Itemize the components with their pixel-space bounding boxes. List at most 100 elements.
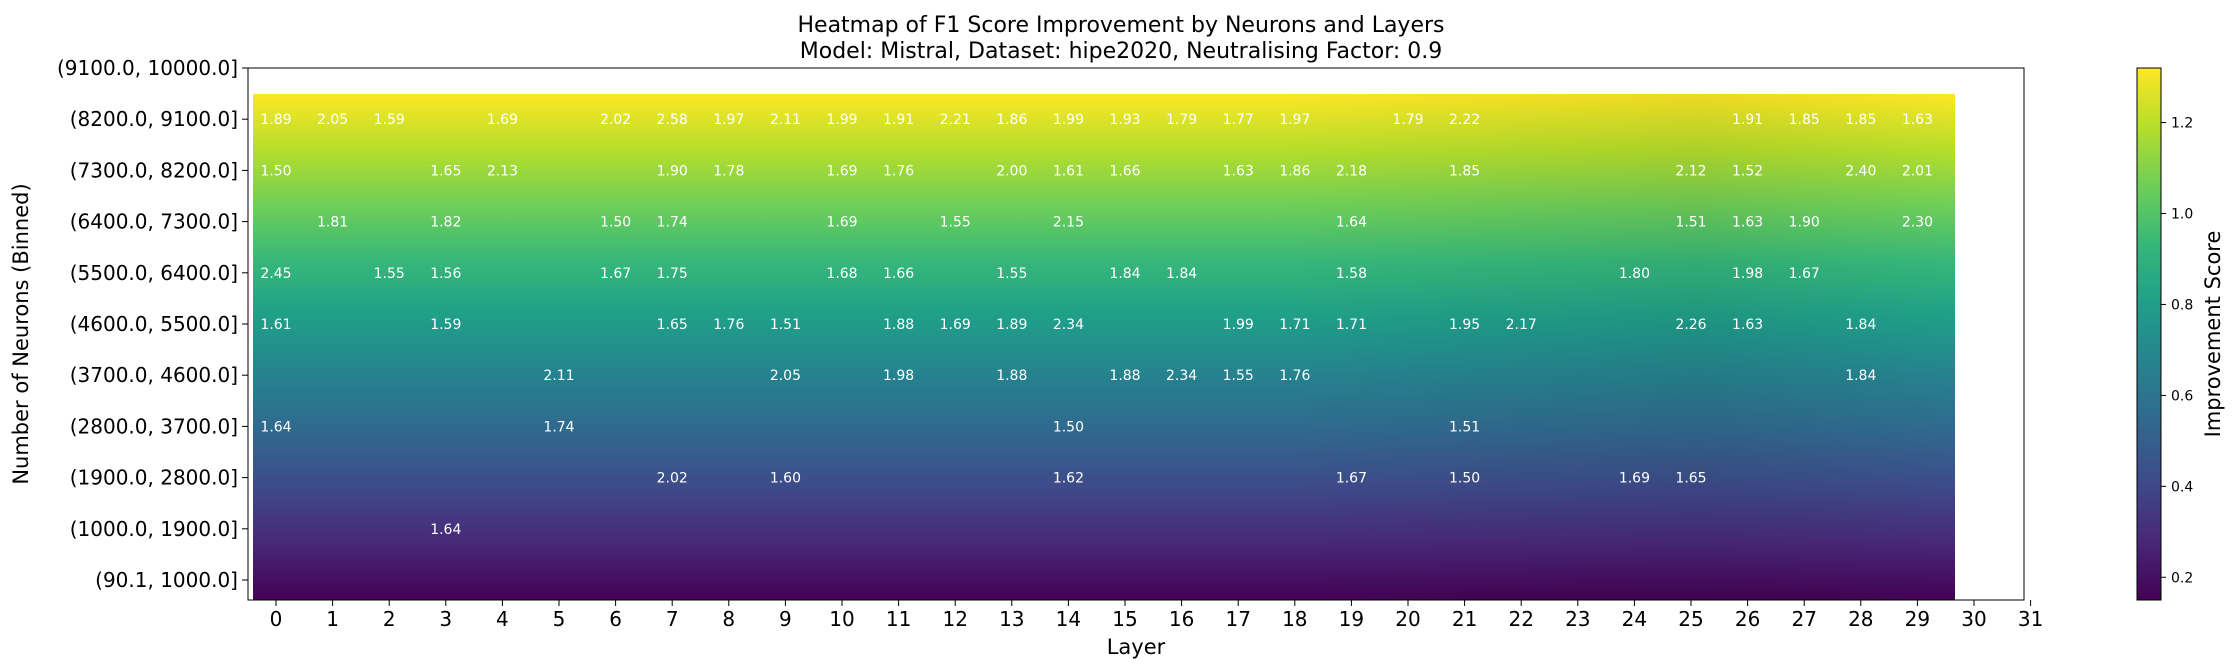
- cell-value-label: 1.60: [770, 471, 801, 487]
- cell-value-label: 1.63: [1223, 163, 1254, 179]
- x-tick-label: 0: [270, 607, 283, 631]
- cell-value-label: 1.64: [430, 522, 461, 538]
- cell-value-label: 1.90: [657, 163, 688, 179]
- cell-value-label: 1.89: [260, 112, 291, 128]
- cell-value-label: 1.69: [826, 215, 857, 231]
- cell-value-label: 1.79: [1392, 112, 1423, 128]
- cell-value-label: 1.79: [1166, 112, 1197, 128]
- y-tick-label: (3700.0, 4600.0]: [70, 363, 238, 387]
- cell-value-label: 1.88: [996, 368, 1027, 384]
- x-tick-label: 18: [1282, 607, 1307, 631]
- cell-value-label: 2.26: [1675, 317, 1706, 333]
- cell-value-label: 1.66: [1109, 163, 1140, 179]
- x-tick-label: 17: [1225, 607, 1250, 631]
- cell-value-label: 1.86: [996, 112, 1027, 128]
- x-tick-label: 30: [1961, 607, 1986, 631]
- colorbar-tick-label: 1.2: [2171, 116, 2193, 132]
- cell-value-label: 2.05: [770, 368, 801, 384]
- cell-value-label: 1.56: [430, 266, 461, 282]
- cell-value-label: 1.76: [1279, 368, 1310, 384]
- colorbar-tick-label: 0.4: [2171, 479, 2193, 495]
- x-tick-label: 28: [1848, 607, 1873, 631]
- cell-value-label: 1.61: [260, 317, 291, 333]
- x-tick-label: 19: [1339, 607, 1364, 631]
- cell-value-label: 1.52: [1732, 163, 1763, 179]
- x-tick-label: 27: [1791, 607, 1816, 631]
- cell-value-label: 1.82: [430, 215, 461, 231]
- cell-value-label: 1.85: [1789, 112, 1820, 128]
- x-tick-label: 10: [829, 607, 854, 631]
- cell-value-label: 1.51: [1675, 215, 1706, 231]
- x-tick-label: 25: [1678, 607, 1703, 631]
- cell-value-label: 1.50: [1449, 471, 1480, 487]
- plot-frame: [247, 67, 2025, 601]
- cell-value-label: 2.12: [1675, 163, 1706, 179]
- x-tick-label: 1: [326, 607, 339, 631]
- x-tick-label: 26: [1735, 607, 1760, 631]
- cell-value-label: 2.21: [940, 112, 971, 128]
- cell-value-label: 2.00: [996, 163, 1027, 179]
- cell-value-label: 1.53: [1958, 163, 1989, 179]
- cell-value-label: 1.90: [1789, 215, 1820, 231]
- x-tick-label: 4: [496, 607, 509, 631]
- x-tick-label: 3: [439, 607, 452, 631]
- x-tick-label: 13: [999, 607, 1024, 631]
- y-tick-label: (6400.0, 7300.0]: [70, 210, 238, 234]
- cell-value-label: 2.01: [1902, 163, 1933, 179]
- cell-value-label: 2.40: [1845, 163, 1876, 179]
- cell-value-label: 1.85: [1449, 163, 1480, 179]
- cell-value-label: 1.69: [826, 163, 857, 179]
- cell-value-label: 2.15: [1053, 215, 1084, 231]
- cell-value-label: 1.97: [713, 112, 744, 128]
- cell-value-label: 2.11: [770, 112, 801, 128]
- cell-value-label: 1.68: [826, 266, 857, 282]
- cell-value-label: 1.88: [883, 317, 914, 333]
- cell-value-label: 1.69: [487, 112, 518, 128]
- heatmap-shade: [253, 94, 1955, 600]
- cell-value-label: 1.88: [1109, 368, 1140, 384]
- colorbar-tick-label: 1.0: [2171, 207, 2193, 223]
- x-tick-label: 6: [609, 607, 622, 631]
- cell-value-label: 1.65: [430, 163, 461, 179]
- cell-value-label: 1.80: [1619, 266, 1650, 282]
- cell-value-label: 1.61: [1053, 163, 1084, 179]
- colorbar-tick-label: 0.8: [2171, 297, 2193, 313]
- x-tick-label: 29: [1905, 607, 1930, 631]
- cell-value-label: 1.67: [600, 266, 631, 282]
- cell-value-label: 1.93: [1109, 112, 1140, 128]
- cell-value-label: 1.51: [1449, 419, 1480, 435]
- cell-value-label: 1.59: [374, 112, 405, 128]
- cell-value-label: 1.50: [260, 163, 291, 179]
- cell-value-label: 1.98: [1732, 266, 1763, 282]
- x-tick-label: 31: [2018, 607, 2043, 631]
- cell-value-label: 1.81: [317, 215, 348, 231]
- y-tick-label: (1900.0, 2800.0]: [70, 466, 238, 490]
- y-tick-label: (7300.0, 8200.0]: [70, 158, 238, 182]
- x-tick-label: 7: [666, 607, 679, 631]
- colorbar: 0.2 0.4 0.6 0.8 1.0 1.2 Improvement Score: [2136, 67, 2225, 601]
- cell-value-label: 1.77: [1223, 112, 1254, 128]
- y-tick-label: (9100.0, 10000.0]: [57, 56, 238, 80]
- cell-value-label: 1.89: [996, 317, 1027, 333]
- cell-value-label: 1.85: [1845, 112, 1876, 128]
- cell-value-label: 1.50: [1053, 419, 1084, 435]
- cell-value-label: 1.63: [1732, 215, 1763, 231]
- y-tick-label: (1000.0, 1900.0]: [70, 517, 238, 541]
- y-tick-label: (2800.0, 3700.0]: [70, 414, 238, 438]
- cell-value-label: 1.71: [1336, 317, 1367, 333]
- cell-value-label: 1.55: [374, 266, 405, 282]
- cell-value-label: 1.69: [1619, 471, 1650, 487]
- cell-value-label: 1.84: [1845, 317, 1876, 333]
- cell-value-label: 1.78: [713, 163, 744, 179]
- y-tick-label: (5500.0, 6400.0]: [70, 261, 238, 285]
- cell-value-label: 2.30: [1902, 215, 1933, 231]
- cell-value-label: 1.58: [1336, 266, 1367, 282]
- y-tick-label: (90.1, 1000.0]: [95, 568, 238, 592]
- cell-value-label: 1.67: [1336, 471, 1367, 487]
- cell-value-label: 1.99: [826, 112, 857, 128]
- colorbar-tick-label: 0.2: [2171, 570, 2193, 586]
- cell-value-label: 2.02: [657, 471, 688, 487]
- cell-value-label: 1.74: [657, 215, 688, 231]
- x-tick-label: 2: [383, 607, 396, 631]
